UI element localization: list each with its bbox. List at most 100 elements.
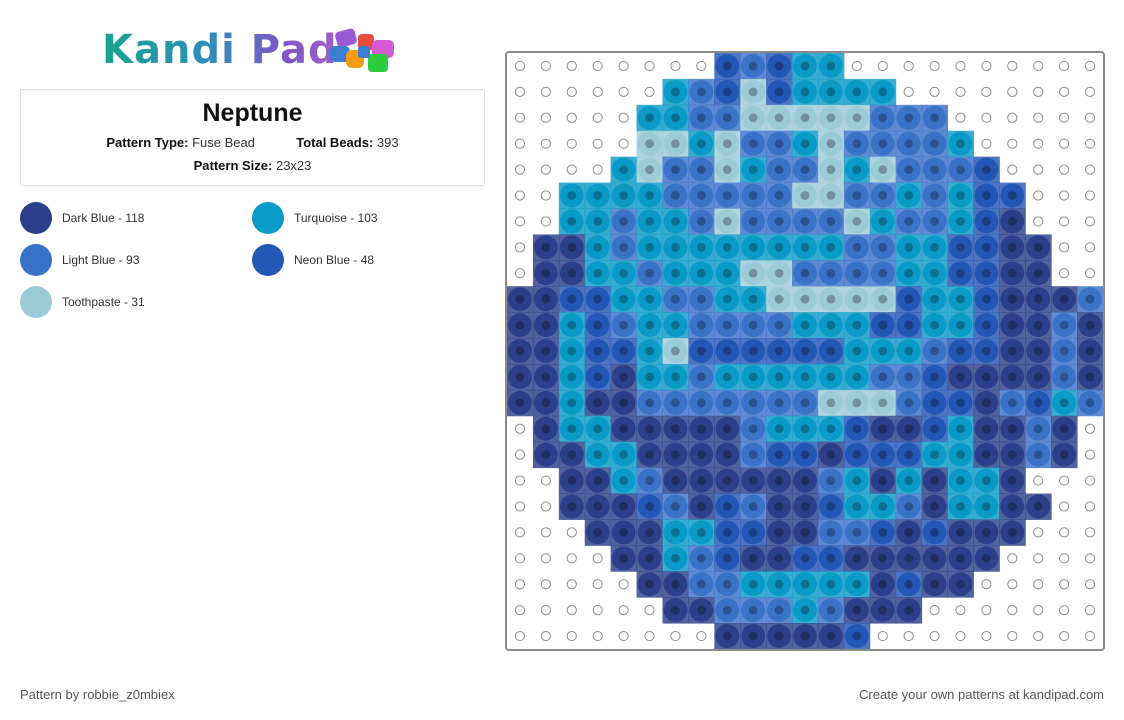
bead <box>662 234 689 261</box>
kandipad-promo-link[interactable]: Create your own patterns at kandipad.com <box>859 687 1104 702</box>
bead <box>688 260 715 287</box>
bead <box>584 441 612 469</box>
bead <box>740 389 767 417</box>
bead <box>740 519 767 546</box>
empty-peg <box>1033 138 1044 149</box>
empty-peg <box>618 579 629 590</box>
bead <box>921 182 949 209</box>
bead <box>817 53 845 80</box>
empty-peg <box>566 86 577 97</box>
bead <box>792 415 819 443</box>
bead <box>999 338 1026 365</box>
bead <box>817 415 845 443</box>
bead <box>610 415 638 443</box>
bead <box>895 286 923 313</box>
bead <box>869 519 897 546</box>
empty-peg <box>1084 449 1096 460</box>
bead <box>947 286 974 313</box>
empty-peg <box>618 138 629 149</box>
bead <box>688 286 715 313</box>
bead <box>869 234 897 261</box>
bead <box>740 493 767 520</box>
color-swatch <box>252 244 284 276</box>
bead <box>766 53 793 80</box>
bead <box>714 441 741 469</box>
bead <box>714 571 741 598</box>
bead <box>610 363 638 391</box>
bead <box>921 286 949 313</box>
bead <box>636 312 663 339</box>
pattern-type-label: Pattern Type: <box>106 135 189 150</box>
bead <box>895 597 923 624</box>
bead <box>662 182 689 209</box>
bead <box>792 493 819 520</box>
bead <box>688 363 715 391</box>
bead <box>766 415 793 443</box>
bead <box>895 441 923 469</box>
bead <box>610 182 638 209</box>
bead <box>636 493 663 520</box>
empty-peg <box>1007 630 1018 642</box>
bead <box>843 493 871 520</box>
bead <box>714 493 741 520</box>
bead <box>610 389 638 417</box>
empty-peg <box>566 138 577 149</box>
bead <box>973 467 1000 495</box>
bead <box>792 519 819 546</box>
bead-grid <box>507 53 1103 649</box>
bead <box>895 156 923 184</box>
color-swatch <box>252 202 284 234</box>
bead <box>662 130 689 158</box>
bead <box>714 623 741 649</box>
bead <box>921 493 949 520</box>
empty-peg <box>1059 501 1070 512</box>
bead <box>532 286 560 313</box>
bead <box>999 493 1026 520</box>
bead <box>1025 260 1052 287</box>
empty-peg <box>1084 553 1096 564</box>
bead <box>688 597 715 624</box>
bead <box>766 312 793 339</box>
empty-peg <box>1033 190 1044 201</box>
bead <box>921 571 949 598</box>
bead <box>921 363 949 391</box>
empty-peg <box>540 60 551 72</box>
bead <box>688 545 715 572</box>
bead <box>688 234 715 261</box>
bead <box>1025 286 1052 313</box>
bead <box>1025 234 1052 261</box>
bead <box>584 208 612 235</box>
empty-peg <box>618 605 629 616</box>
bead <box>740 156 767 184</box>
bead <box>843 182 871 209</box>
bead <box>817 623 845 649</box>
empty-peg <box>1084 112 1096 123</box>
bead <box>688 389 715 417</box>
bead <box>714 519 741 546</box>
kandipad-logo[interactable]: Kandi Pad <box>102 26 412 76</box>
bead <box>921 545 949 572</box>
bead <box>714 53 741 80</box>
bead <box>947 571 974 598</box>
bead <box>610 338 638 365</box>
bead <box>507 363 534 391</box>
empty-peg <box>1059 630 1070 642</box>
bead <box>688 312 715 339</box>
empty-peg <box>1033 579 1044 590</box>
bead <box>1025 363 1052 391</box>
bead <box>766 389 793 417</box>
bead <box>895 338 923 365</box>
bead <box>688 208 715 235</box>
bead <box>766 597 793 624</box>
bead <box>895 389 923 417</box>
bead <box>947 182 974 209</box>
bead <box>921 156 949 184</box>
bead <box>584 260 612 287</box>
bead <box>688 571 715 598</box>
bead <box>947 441 974 469</box>
bead <box>740 338 767 365</box>
empty-peg <box>514 112 526 123</box>
bead <box>688 467 715 495</box>
bead <box>895 312 923 339</box>
bead <box>973 312 1000 339</box>
